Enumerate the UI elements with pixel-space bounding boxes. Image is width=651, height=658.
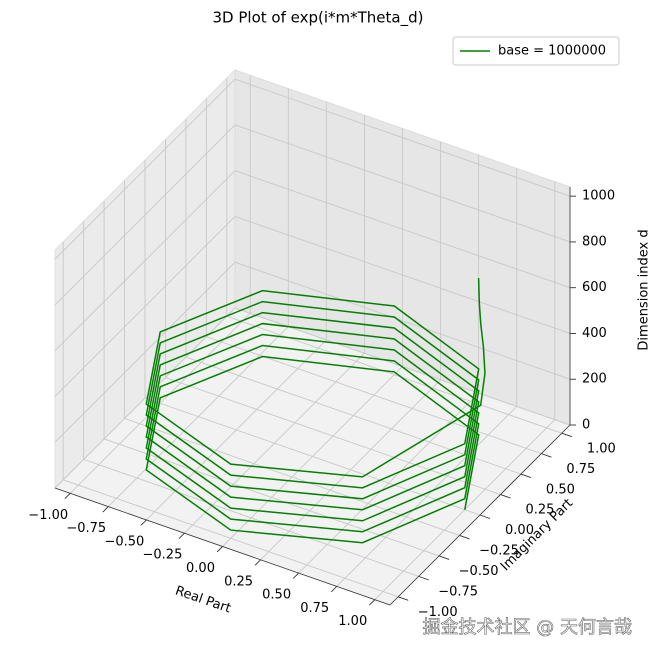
legend-box <box>452 36 620 66</box>
tick-mark <box>520 473 532 479</box>
watermark: 掘金技术社区 @ 天何言哉 <box>423 617 632 638</box>
tick-mark <box>64 492 71 500</box>
z-tick-label: 1000 <box>582 189 615 204</box>
grid-line <box>234 170 571 289</box>
grid-line <box>124 418 460 536</box>
y-tick-label: −0.25 <box>479 544 519 559</box>
grid-line <box>54 170 236 352</box>
z-tick-label: 800 <box>582 234 607 249</box>
y-tick-label: −0.75 <box>438 585 478 600</box>
y-axis <box>389 424 571 606</box>
y-tick-label: −0.50 <box>459 564 499 579</box>
grid-line <box>226 315 562 434</box>
x-axis <box>54 487 391 606</box>
x-tick-label: 0.00 <box>186 561 215 576</box>
z-tick-label: 400 <box>582 326 607 341</box>
tick-mark <box>178 532 185 539</box>
grid-line <box>234 124 571 243</box>
tick-mark <box>438 555 450 560</box>
grid-line <box>63 479 399 598</box>
x-tick-label: −0.50 <box>104 534 144 549</box>
grid-line <box>234 216 571 334</box>
grid-line <box>54 216 236 397</box>
tick-mark <box>500 494 511 499</box>
x-tick-label: −0.75 <box>66 521 106 536</box>
legend-label: base = 1000000 <box>498 44 606 59</box>
x-tick-label: 0.25 <box>224 574 253 589</box>
x-tick-label: 1.00 <box>338 614 367 629</box>
grid-line <box>234 261 571 380</box>
grid-line <box>54 78 236 260</box>
x-tick-label: 0.75 <box>300 601 329 616</box>
tick-mark <box>216 546 223 553</box>
x-tick-label: −1.00 <box>28 508 68 523</box>
y-tick-label: 0.75 <box>566 462 595 477</box>
tick-mark <box>541 453 552 458</box>
chart-title: 3D Plot of exp(i*m*Theta_d) <box>213 9 424 28</box>
y-tick-label: 0.25 <box>525 503 554 518</box>
grid-line <box>234 78 571 197</box>
tick-mark <box>418 575 429 581</box>
tick-mark <box>561 432 573 438</box>
tick-mark <box>479 514 491 519</box>
tick-mark <box>292 572 299 579</box>
grid-line <box>54 307 236 489</box>
grid-line <box>83 458 419 577</box>
z-tick-label: 0 <box>582 418 590 433</box>
tick-mark <box>398 596 409 601</box>
y-tick-label: 0.50 <box>546 482 575 497</box>
tick-mark <box>102 506 109 513</box>
tick-mark <box>369 599 376 606</box>
z-tick-label: 200 <box>582 372 607 387</box>
x-tick-label: −0.25 <box>143 548 183 563</box>
grid-line <box>144 397 481 516</box>
tick-mark <box>254 559 261 566</box>
z-tick-label: 600 <box>582 280 607 295</box>
tick-mark <box>459 535 470 540</box>
x-tick-label: 0.50 <box>262 588 291 603</box>
y-tick-label: 1.00 <box>587 441 616 456</box>
grid-line <box>54 261 236 443</box>
legend: base = 1000000 <box>452 36 620 66</box>
z-axis-label: Dimension index d <box>637 229 651 350</box>
y-tick-label: −1.00 <box>418 605 458 620</box>
data-line <box>145 278 486 544</box>
grid-line <box>54 124 236 306</box>
y-tick-label: 0.00 <box>505 523 534 538</box>
tick-mark <box>330 586 338 593</box>
tick-mark <box>140 519 147 526</box>
